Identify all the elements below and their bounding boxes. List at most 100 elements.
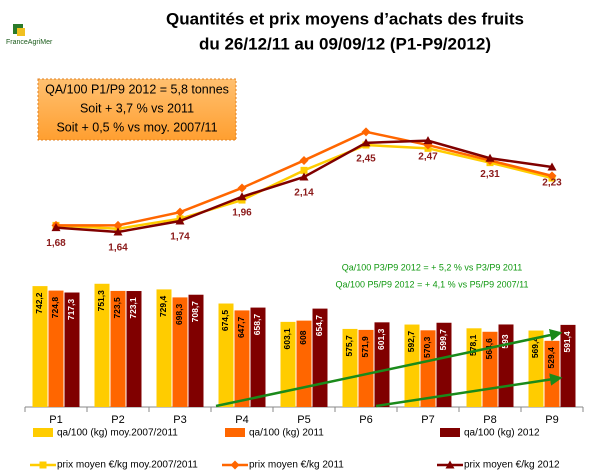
note: Qa/100 P3/P9 2012 = + 5,2 % vs P3/P9 201… — [342, 262, 522, 272]
bar-value-label: 593 — [500, 334, 510, 348]
logo: FranceAgriMer — [6, 24, 53, 46]
bar-value-label: 578,1 — [468, 334, 478, 356]
line-marker — [175, 207, 185, 217]
legend-swatch — [33, 428, 53, 437]
legend-swatch — [225, 428, 245, 437]
line-value-label: 2,14 — [294, 188, 314, 199]
bar — [560, 324, 576, 407]
bar-value-label: 724,8 — [50, 297, 60, 319]
trend-arrow — [375, 373, 563, 408]
x-tick-label: P6 — [359, 414, 372, 426]
line-value-label: 1,96 — [232, 207, 252, 218]
bar — [94, 283, 110, 407]
legend-label: qa/100 (kg) 2012 — [464, 428, 540, 439]
plot: P1 P2 P3 P4 P5 P6 P7 P8 P9 742,2 751,3 729,4 674,5 60… — [24, 127, 584, 471]
bar-value-label: 601,3 — [376, 328, 386, 350]
bar-value-label: 603,1 — [282, 328, 292, 350]
x-tick-label: P7 — [421, 414, 434, 426]
bar-value-label: 658,7 — [252, 314, 262, 336]
line-value-label: 2,47 — [418, 151, 438, 162]
line-marker — [361, 138, 371, 147]
bar — [404, 324, 420, 407]
line-value-label: 1,74 — [170, 232, 190, 243]
bar-value-label: 698,3 — [174, 303, 184, 325]
line-marker — [237, 192, 247, 201]
trend-arrow — [215, 328, 563, 408]
annotation: Soit + 0,5 % vs moy. 2007/11 — [56, 120, 217, 134]
bar — [250, 307, 266, 407]
legend-label: qa/100 (kg) moy.2007/2011 — [57, 428, 178, 439]
line-marker — [299, 172, 309, 181]
chart-title: Quantités et prix moyens d’achats des fr… — [166, 9, 524, 28]
line-marker — [423, 136, 433, 145]
bar — [218, 303, 234, 407]
bar-value-label: 729,4 — [158, 296, 168, 318]
bar-value-label: 591,4 — [562, 331, 572, 353]
bar-value-label: 717,3 — [66, 299, 76, 321]
legend-marker — [445, 460, 455, 469]
annotation: Soit + 3,7 % vs 2011 — [80, 101, 194, 115]
bar-value-label: 723,5 — [112, 297, 122, 319]
legend-label: prix moyen €/kg 2012 — [464, 460, 560, 471]
line-value-label: 2,31 — [480, 169, 500, 180]
bar — [188, 294, 204, 407]
legend-label: prix moyen €/kg 2011 — [249, 460, 344, 471]
line-marker — [299, 155, 309, 165]
legend-marker — [39, 461, 47, 469]
bar-value-label: 592,7 — [406, 331, 416, 353]
bar-value-label: 569,4 — [530, 337, 540, 359]
bar — [528, 330, 544, 407]
bar — [374, 322, 390, 407]
bar — [126, 291, 142, 407]
bar — [156, 289, 172, 407]
bar-value-label: 723,1 — [128, 297, 138, 319]
x-tick-label: P8 — [483, 414, 496, 426]
x-tick-label: P5 — [297, 414, 310, 426]
line-value-label: 1,64 — [108, 243, 128, 254]
x-tick-label: P1 — [49, 414, 62, 426]
annotation: QA/100 P1/P9 2012 = 5,8 tonnes — [45, 82, 229, 96]
line-marker — [175, 216, 185, 225]
bar — [342, 328, 358, 407]
line-marker — [300, 166, 308, 174]
note: Qa/100 P5/P9 2012 = + 4,1 % vs P5/P9 200… — [336, 279, 529, 289]
line-marker — [237, 183, 247, 193]
bar — [172, 297, 188, 407]
line-marker — [51, 223, 61, 232]
bar-value-label: 599,7 — [438, 329, 448, 351]
bar — [436, 322, 452, 407]
legend-label: prix moyen €/kg moy.2007/2011 — [57, 460, 198, 471]
line-marker — [547, 162, 557, 171]
x-tick-label: P9 — [545, 414, 558, 426]
chart-title: du 26/12/11 au 09/09/12 (P1-P9/2012) — [199, 34, 491, 53]
bar-value-label: 575,7 — [344, 335, 354, 357]
line-value-label: 2,23 — [542, 178, 562, 189]
bar-value-label: 751,3 — [96, 290, 106, 312]
x-tick-label: P3 — [173, 414, 186, 426]
legend-label: qa/100 (kg) 2011 — [249, 428, 324, 439]
line-value-label: 2,45 — [356, 153, 376, 164]
legend-swatch — [440, 428, 460, 437]
bar-value-label: 608 — [298, 330, 308, 344]
line-marker — [113, 227, 123, 236]
bar — [280, 321, 296, 407]
bar — [234, 310, 250, 407]
bar — [420, 330, 436, 407]
bar-value-label: 570,3 — [422, 336, 432, 358]
annotation-box — [37, 78, 237, 141]
bar — [358, 329, 374, 407]
bar-value-label: 674,5 — [220, 310, 230, 332]
bar-value-label: 708,7 — [190, 301, 200, 323]
bar — [110, 290, 126, 407]
bar-value-label: 654,7 — [314, 315, 324, 337]
line-marker — [547, 171, 557, 181]
bar-value-label: 647,7 — [236, 317, 246, 339]
bar — [64, 292, 80, 407]
legend-marker — [230, 460, 240, 470]
bar-value-label: 571,9 — [360, 336, 370, 358]
x-tick-label: P4 — [235, 414, 248, 426]
bar-value-label: 529,4 — [546, 347, 556, 369]
line-value-label: 1,68 — [46, 238, 66, 249]
line-marker — [485, 153, 495, 162]
